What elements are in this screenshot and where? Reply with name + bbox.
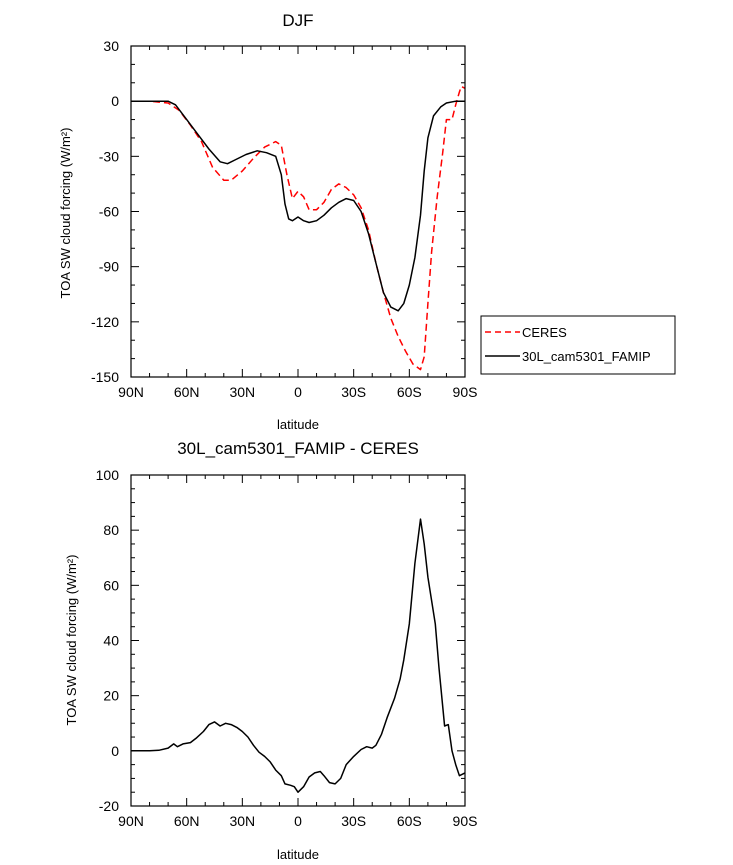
djf-panel: DJF 90N 60N 30N 0 30S 60S 90S 30 0 -30 -60 -90 -120 -… xyxy=(58,11,676,432)
x-tick-label: 90N xyxy=(118,384,144,400)
y-tick-label: -60 xyxy=(99,204,119,220)
legend: CERES 30L_cam5301_FAMIP xyxy=(480,315,676,375)
x-tick-label: 60N xyxy=(174,384,200,400)
chart-title: DJF xyxy=(282,11,313,30)
y-tick-label: 60 xyxy=(103,577,119,593)
x-tick-label: 0 xyxy=(294,384,302,400)
y-tick-label: -120 xyxy=(91,314,119,330)
y-tick-label: 80 xyxy=(103,522,119,538)
x-axis-label: latitude xyxy=(277,847,319,862)
x-tick-label: 30S xyxy=(341,384,366,400)
x-tick-label: 60S xyxy=(397,384,422,400)
x-tick-label: 30N xyxy=(229,813,255,829)
plot-frame xyxy=(130,474,466,807)
x-tick-label: 90S xyxy=(453,813,478,829)
x-tick-label: 0 xyxy=(294,813,302,829)
y-tick-label: 20 xyxy=(103,688,119,704)
y-tick-label: -30 xyxy=(99,148,119,164)
x-tick-label: 60S xyxy=(397,813,422,829)
legend-label-ceres: CERES xyxy=(522,325,567,340)
y-tick-label: 0 xyxy=(111,743,119,759)
plot-area: 90N 60N 30N 0 30S 60S 90S 30 0 -30 -60 -90 -120 -150 xyxy=(91,38,477,400)
y-tick-label: -20 xyxy=(99,798,119,814)
plot-area: 90N 60N 30N 0 30S 60S 90S 100 80 60 40 20 0 -20 xyxy=(96,467,478,829)
legend-box xyxy=(480,315,676,375)
x-tick-label: 30N xyxy=(229,384,255,400)
difference-panel: 30L_cam5301_FAMIP - CERES 90N 60N 30N 0 30S 6… xyxy=(64,439,477,862)
series-line-30l-cam5301-famip xyxy=(131,100,465,312)
x-tick-label: 90N xyxy=(118,813,144,829)
y-tick-label: 0 xyxy=(111,93,119,109)
y-tick-label: -150 xyxy=(91,369,119,385)
series-line-ceres xyxy=(131,85,466,371)
x-axis-label: latitude xyxy=(277,417,319,432)
y-axis-label: TOA SW cloud forcing (W/m²) xyxy=(58,128,73,299)
chart-title: 30L_cam5301_FAMIP - CERES xyxy=(177,439,419,458)
y-tick-label: 30 xyxy=(103,38,119,54)
y-tick-label: 100 xyxy=(96,467,120,483)
x-tick-label: 60N xyxy=(174,813,200,829)
x-tick-label: 90S xyxy=(453,384,478,400)
series-line-difference xyxy=(131,518,466,793)
legend-label-model: 30L_cam5301_FAMIP xyxy=(522,349,651,364)
y-tick-label: 40 xyxy=(103,633,119,649)
plot-frame xyxy=(130,45,466,378)
y-tick-label: -90 xyxy=(99,259,119,275)
y-axis-label: TOA SW cloud forcing (W/m²) xyxy=(64,555,79,726)
x-tick-label: 30S xyxy=(341,813,366,829)
